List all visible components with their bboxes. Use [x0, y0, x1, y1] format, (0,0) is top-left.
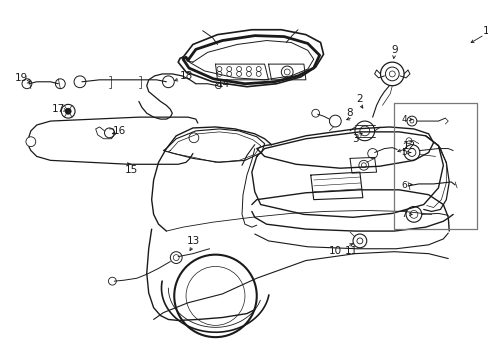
Text: 2: 2: [356, 94, 363, 104]
Text: 6: 6: [400, 181, 406, 190]
Text: 17: 17: [52, 104, 65, 114]
Text: 18: 18: [179, 71, 192, 81]
Text: 3: 3: [351, 134, 358, 144]
Text: 15: 15: [124, 165, 138, 175]
Circle shape: [65, 108, 71, 114]
Text: 1: 1: [482, 26, 488, 36]
Text: 9: 9: [390, 45, 397, 55]
Text: 14: 14: [216, 79, 229, 89]
Text: 11: 11: [344, 246, 357, 256]
Text: 4: 4: [401, 114, 406, 123]
Text: 8: 8: [346, 108, 353, 118]
Text: 13: 13: [187, 236, 200, 246]
Text: 7: 7: [400, 210, 406, 219]
Text: 16: 16: [112, 126, 125, 136]
Text: 10: 10: [328, 246, 341, 256]
Text: 19: 19: [14, 73, 28, 83]
Text: 12: 12: [402, 141, 415, 150]
Text: 5: 5: [400, 148, 406, 157]
